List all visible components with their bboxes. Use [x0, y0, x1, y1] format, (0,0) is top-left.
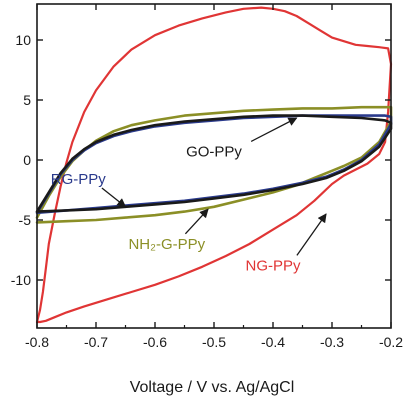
y-tick-label: 5	[23, 92, 31, 108]
x-tick-label: -0.8	[25, 334, 49, 350]
x-tick-label: -0.4	[261, 334, 285, 350]
annotation-arrow-3	[296, 213, 327, 256]
plot-frame	[36, 3, 392, 329]
annotation-layer: GO-PPy RG-PPy NH₂-G-PPy NG-PPy	[51, 117, 327, 274]
series-label-0: GO-PPy	[186, 143, 242, 160]
series-layer	[35, 6, 393, 324]
y-tick-label: 0	[23, 152, 31, 168]
series-label-3: NG-PPy	[245, 257, 301, 274]
x-tick-label: -0.6	[143, 334, 167, 350]
annotation-arrow-0	[250, 117, 298, 142]
series-label-2: NH₂-G-PPy	[128, 236, 205, 253]
x-tick-label: -0.7	[84, 334, 108, 350]
x-tick-label: -0.5	[202, 334, 226, 350]
x-tick-label: -0.2	[379, 334, 403, 350]
series-line-1	[35, 105, 393, 224]
x-tick-label: -0.3	[320, 334, 344, 350]
axes-layer: -0.8 -0.7 -0.6 -0.5 -0.4 -0.3 -0.2 10 5 0 -5 -10	[11, 3, 403, 350]
series-line-0	[35, 6, 393, 324]
annotation-arrow-1	[101, 187, 127, 208]
y-tick-label: -10	[11, 272, 31, 288]
annotation-arrow-2	[184, 208, 209, 235]
series-label-1: RG-PPy	[51, 171, 107, 188]
series-line-3	[35, 114, 393, 213]
x-axis-title: Voltage / V vs. Ag/AgCl	[130, 379, 295, 396]
y-tick-label: 10	[15, 32, 31, 48]
y-tick-label: -5	[19, 212, 32, 228]
